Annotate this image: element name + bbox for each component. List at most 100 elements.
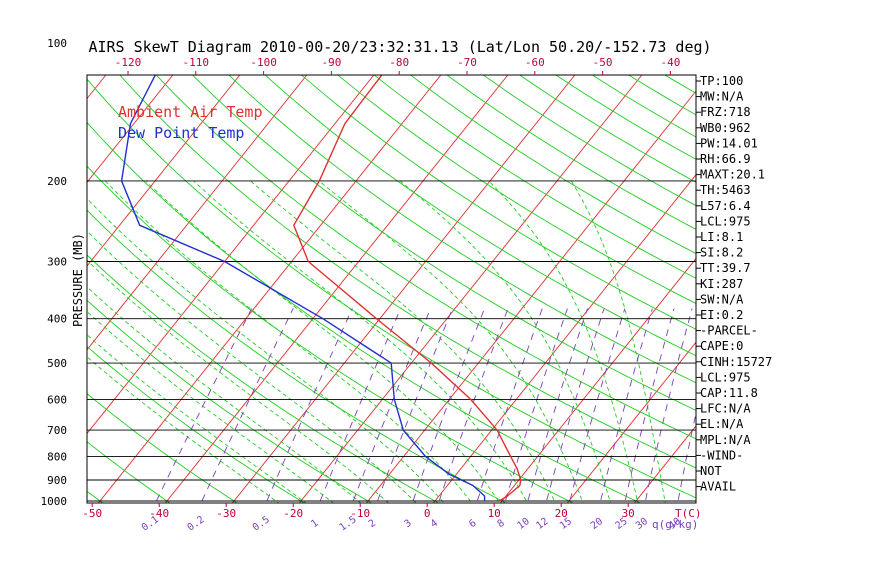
stat-label: LFC:N/A — [700, 402, 751, 416]
pressure-tick-label: 700 — [47, 424, 67, 437]
dry-adiabat-line — [370, 43, 870, 513]
pressure-tick-label: 400 — [47, 313, 67, 326]
bottom-temp-label: -50 — [82, 507, 102, 520]
moist-adiabat-line — [489, 181, 640, 513]
pressure-tick-label: 500 — [47, 357, 67, 370]
stat-label: RH:66.9 — [700, 152, 751, 166]
mixing-ratio-label: 12 — [534, 516, 550, 532]
stat-label: WB0:962 — [700, 121, 751, 135]
stat-label: FRZ:718 — [700, 105, 751, 119]
top-temp-label: -120 — [115, 56, 142, 69]
mixing-ratio-label: 2 — [367, 518, 378, 530]
mixing-ratio-line — [598, 309, 653, 513]
dry-adiabat-line — [336, 43, 870, 513]
pressure-tick-label: 900 — [47, 474, 67, 487]
dry-adiabat-line — [475, 43, 870, 513]
pressure-tick-label: 200 — [47, 175, 67, 188]
top-temp-label: -60 — [525, 56, 545, 69]
stat-label: KI:287 — [700, 277, 743, 291]
mixing-ratio-line — [409, 309, 485, 513]
mixing-ratio-line — [623, 309, 675, 513]
dry-adiabat-line — [787, 43, 870, 513]
bottom-temp-label: -30 — [216, 507, 236, 520]
stat-label: AVAIL — [700, 480, 736, 494]
pressure-tick-label: 600 — [47, 393, 67, 406]
stat-label: LI:8.1 — [700, 230, 743, 244]
stat-label: MAXT:20.1 — [700, 168, 765, 182]
mixing-ratio-label: 10 — [516, 516, 532, 532]
top-temp-label: -50 — [593, 56, 613, 69]
mixing-ratio-line — [349, 309, 431, 513]
moist-adiabat-line — [12, 181, 399, 513]
mixing-ratio-label: 4 — [429, 518, 440, 530]
mixing-ratio-label: 6 — [467, 518, 478, 530]
stat-label: MPL:N/A — [700, 433, 751, 447]
mixing-ratio-label: 30 — [634, 516, 650, 532]
moist-adiabat-line — [319, 181, 587, 513]
bottom-temp-label: 0 — [424, 507, 431, 520]
dry-adiabat-line — [648, 43, 870, 513]
stat-label: LCL:975 — [700, 370, 751, 384]
stat-label: TH:5463 — [700, 183, 751, 197]
bottom-temp-label: -20 — [283, 507, 303, 520]
top-temp-label: -40 — [660, 56, 680, 69]
dry-adiabat-line — [856, 43, 870, 513]
mixing-ratio-label: 3 — [403, 518, 414, 530]
isotherm-line — [493, 33, 870, 513]
stat-label: SW:N/A — [700, 292, 744, 306]
moist-adiabat-line — [105, 181, 479, 513]
stat-label: EI:0.2 — [700, 308, 743, 322]
pressure-tick-label: 800 — [47, 451, 67, 464]
mixing-ratio-label: 20 — [589, 516, 605, 532]
stat-label: L57:6.4 — [700, 199, 751, 213]
mixing-ratio-line — [316, 309, 401, 513]
legend-dew-point-temp: Dew Point Temp — [118, 124, 244, 142]
stat-label: CAPE:0 — [700, 339, 743, 353]
stat-label: SI:8.2 — [700, 246, 743, 260]
y-axis-label: PRESSURE (MB) — [71, 233, 85, 327]
mixing-ratio-line — [151, 309, 252, 513]
mixing-ratio-label: 8 — [496, 518, 507, 530]
dry-adiabat-line — [301, 43, 870, 513]
dry-adiabat-line — [822, 43, 870, 513]
dry-adiabat-line — [752, 43, 870, 513]
dry-adiabat-line — [197, 43, 870, 513]
stat-label: TT:39.7 — [700, 261, 751, 275]
stat-label: NOT — [700, 464, 722, 478]
stat-label: CAP:11.8 — [700, 386, 758, 400]
top-temp-label: -80 — [389, 56, 409, 69]
chart-title: AIRS SkewT Diagram 2010-00-20/23:32:31.1… — [88, 38, 711, 56]
dry-adiabat-line — [266, 43, 870, 513]
stat-label: TP:100 — [700, 74, 743, 88]
dry-adiabat-line — [0, 43, 116, 513]
dry-adiabat-line — [0, 43, 48, 513]
mixing-ratio-line — [543, 309, 604, 513]
isotherm-line — [0, 33, 73, 513]
stat-label: LCL:975 — [700, 214, 751, 228]
mixing-ratio-label: 0.2 — [186, 514, 207, 533]
pressure-tick-label: 300 — [47, 256, 67, 269]
ambient-air-temp-line — [294, 43, 521, 501]
isotherm-line — [0, 33, 6, 513]
mixing-ratio-line — [502, 309, 567, 513]
top-temp-label: -70 — [457, 56, 477, 69]
pressure-tick-label: 1000 — [41, 495, 68, 508]
dry-adiabat-line — [162, 43, 870, 513]
isotherm-line — [828, 33, 870, 513]
mixing-ratio-unit-label: q(g/kg) — [652, 518, 698, 531]
stat-label: -WIND- — [700, 448, 743, 462]
mixing-ratio-line — [262, 309, 352, 513]
legend-ambient-air-temp: Ambient Air Temp — [118, 103, 263, 121]
stat-label: CINH:15727 — [700, 355, 772, 369]
mixing-ratio-label: 1 — [309, 518, 320, 530]
stat-label: EL:N/A — [700, 417, 744, 431]
pressure-tick-label: 100 — [47, 37, 67, 50]
stat-label: PW:14.01 — [700, 136, 758, 150]
stat-label: -PARCEL- — [700, 324, 758, 338]
stat-label: MW:N/A — [700, 90, 744, 104]
top-temp-label: -110 — [183, 56, 210, 69]
top-temp-label: -100 — [250, 56, 277, 69]
dry-adiabat-line — [405, 43, 870, 513]
